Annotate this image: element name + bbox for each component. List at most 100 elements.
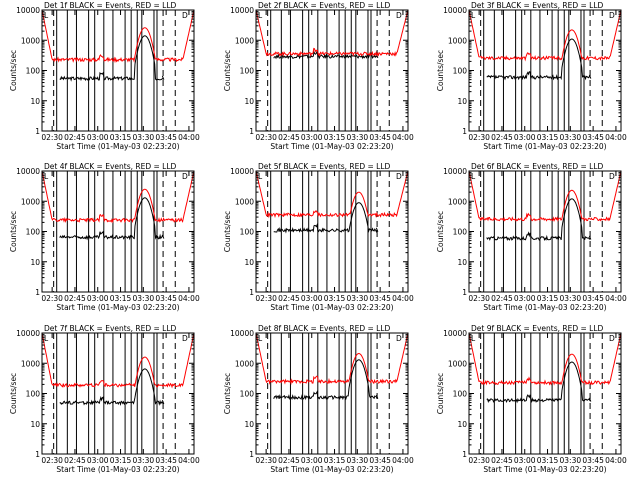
x-tick-label: 02:45 — [491, 133, 513, 142]
x-tick-label: 03:30 — [347, 133, 369, 142]
series-events-late-segment — [588, 74, 592, 79]
x-tick-label: 02:30 — [41, 133, 63, 142]
y-tick-label: 1 — [249, 288, 254, 297]
x-tick-label: 03:15 — [110, 133, 132, 142]
y-tick-label: 100 — [453, 228, 468, 237]
x-tick-label: 03:00 — [87, 456, 109, 465]
x-tick-label: 03:30 — [347, 294, 369, 303]
series-events-line — [59, 35, 164, 82]
x-tick-label: 03:45 — [155, 456, 177, 465]
x-tick-label: 03:45 — [582, 456, 604, 465]
series-lld-line — [41, 332, 195, 389]
corner-mark-left: L — [471, 11, 476, 20]
corner-mark-left: L — [44, 172, 49, 181]
x-tick-label: 04:00 — [178, 294, 200, 303]
x-tick-label: 02:30 — [468, 294, 490, 303]
y-tick-label: 100 — [26, 390, 41, 399]
y-tick-label: 1 — [462, 288, 467, 297]
y-tick-label: 1 — [462, 127, 467, 136]
x-tick-label: 03:45 — [369, 294, 391, 303]
corner-mark-left: L — [44, 11, 49, 20]
corner-mark-right: D — [609, 334, 615, 343]
plot-title: Det 9f BLACK = Events, RED = LLD — [471, 324, 604, 333]
y-tick-label: 10000 — [230, 167, 254, 176]
series-events-line — [486, 38, 591, 81]
plot-frame — [468, 332, 622, 455]
x-tick-label: 03:15 — [324, 294, 346, 303]
plot-title: Det 1f BLACK = Events, RED = LLD — [44, 1, 177, 10]
x-tick-label: 03:00 — [301, 133, 323, 142]
detector-plot-6: Det 6f BLACK = Events, RED = LLD 1 10 100 10… — [436, 162, 627, 312]
x-tick-label: 02:45 — [278, 133, 300, 142]
x-tick-label: 02:45 — [491, 456, 513, 465]
plot-title: Det 5f BLACK = Events, RED = LLD — [258, 162, 391, 171]
detector-plot-3: Det 3f BLACK = Events, RED = LLD 1 10 100 10… — [436, 1, 627, 151]
y-tick-label: 1000 — [21, 36, 40, 45]
plot-title: Det 3f BLACK = Events, RED = LLD — [471, 1, 604, 10]
x-tick-label: 03:30 — [560, 133, 582, 142]
x-tick-label: 03:00 — [87, 294, 109, 303]
y-tick-label: 10 — [457, 258, 467, 267]
x-tick-label: 04:00 — [392, 456, 414, 465]
plot-frame — [468, 170, 622, 293]
x-tick-label: 03:00 — [514, 294, 536, 303]
x-tick-label: 02:30 — [41, 456, 63, 465]
plot-frame — [41, 170, 195, 293]
y-axis-label: Counts/sec — [9, 211, 18, 252]
x-tick-label: 03:45 — [155, 294, 177, 303]
series-events-line — [486, 198, 591, 242]
x-tick-label: 03:15 — [537, 294, 559, 303]
x-tick-label: 02:30 — [255, 133, 277, 142]
series-events-line — [273, 50, 378, 60]
y-axis-label: Counts/sec — [223, 373, 232, 414]
y-tick-label: 1 — [35, 288, 40, 297]
corner-mark-left: L — [258, 334, 263, 343]
y-tick-label: 10000 — [230, 6, 254, 15]
corner-mark-right: D — [182, 11, 188, 20]
corner-mark-left: L — [258, 172, 263, 181]
y-tick-label: 100 — [453, 390, 468, 399]
y-tick-label: 10 — [30, 420, 40, 429]
x-tick-label: 03:00 — [514, 456, 536, 465]
series-lld-line — [41, 170, 195, 224]
series-lld-line — [255, 170, 409, 219]
x-tick-label: 04:00 — [392, 294, 414, 303]
x-tick-label: 03:30 — [133, 456, 155, 465]
x-tick-label: 03:30 — [347, 456, 369, 465]
x-axis-label: Start Time (01-May-03 02:23:20) — [56, 303, 179, 312]
y-axis-label: Counts/sec — [436, 211, 445, 252]
x-tick-label: 03:30 — [133, 294, 155, 303]
x-tick-label: 04:00 — [605, 133, 627, 142]
y-tick-label: 100 — [26, 67, 41, 76]
x-tick-label: 03:30 — [560, 456, 582, 465]
y-tick-label: 1000 — [235, 197, 254, 206]
detector-plot-2: Det 2f BLACK = Events, RED = LLD 1 10 100 10… — [223, 1, 414, 151]
y-tick-label: 10 — [30, 258, 40, 267]
y-axis-label: Counts/sec — [436, 373, 445, 414]
x-tick-label: 03:15 — [110, 456, 132, 465]
x-tick-label: 02:45 — [64, 456, 86, 465]
series-lld-line — [468, 170, 622, 223]
corner-mark-right: D — [609, 172, 615, 181]
series-events-line — [273, 359, 378, 401]
corner-mark-right: D — [396, 172, 402, 181]
x-tick-label: 02:45 — [278, 456, 300, 465]
x-tick-label: 04:00 — [178, 456, 200, 465]
x-tick-label: 02:30 — [255, 294, 277, 303]
y-tick-label: 1000 — [448, 359, 467, 368]
y-tick-label: 10000 — [443, 329, 467, 338]
series-events-line — [59, 368, 164, 407]
x-tick-label: 03:30 — [560, 294, 582, 303]
x-tick-label: 02:45 — [64, 133, 86, 142]
y-tick-label: 100 — [453, 67, 468, 76]
plot-title: Det 8f BLACK = Events, RED = LLD — [258, 324, 391, 333]
series-lld-line — [255, 332, 409, 386]
detector-plot-5: Det 5f BLACK = Events, RED = LLD 1 10 100 10… — [223, 162, 414, 312]
x-tick-label: 03:15 — [537, 133, 559, 142]
y-tick-label: 1000 — [448, 36, 467, 45]
y-tick-label: 10 — [244, 258, 254, 267]
y-axis-label: Counts/sec — [9, 50, 18, 91]
x-axis-label: Start Time (01-May-03 02:23:20) — [270, 465, 393, 474]
series-lld-line — [255, 9, 409, 57]
series-lld-line — [41, 9, 195, 64]
